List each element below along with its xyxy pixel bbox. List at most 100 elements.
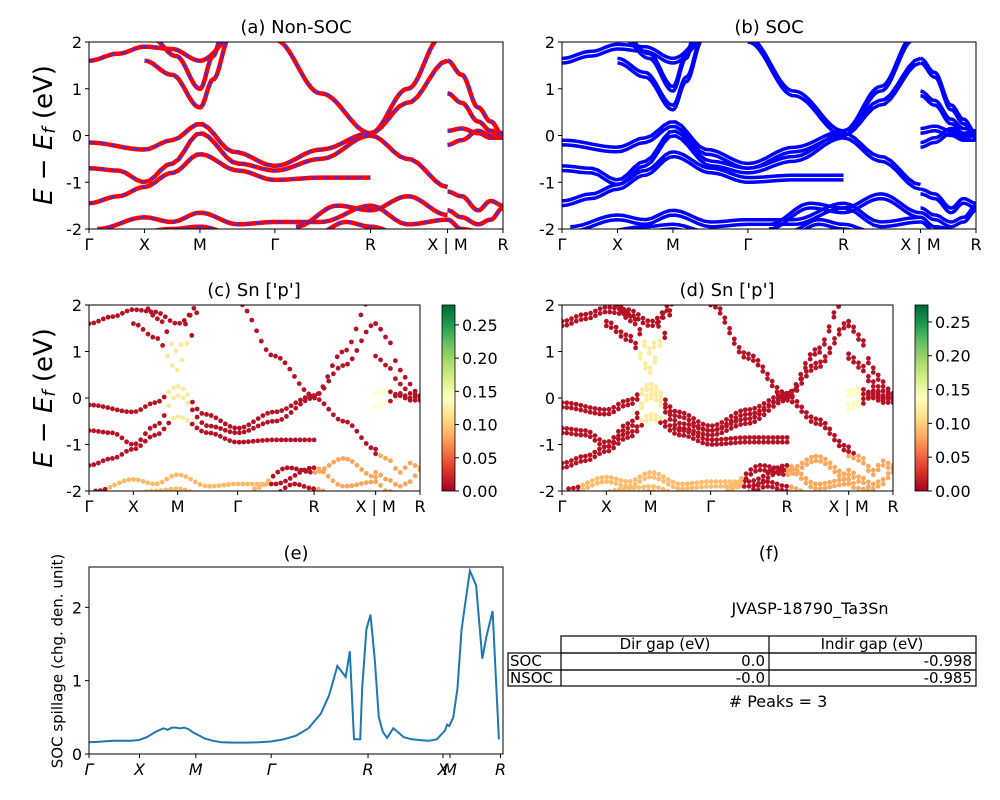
band-point — [808, 363, 814, 369]
band-line-soc — [576, 206, 921, 229]
band-point — [578, 317, 584, 322]
band-point — [590, 478, 595, 483]
band-point — [832, 469, 838, 475]
band-point — [105, 314, 111, 320]
band-point — [417, 393, 420, 399]
band-point — [606, 448, 612, 454]
band-point — [729, 482, 735, 488]
band-point — [822, 341, 827, 347]
band-point — [162, 314, 168, 320]
band-point — [393, 466, 398, 471]
band-point — [633, 345, 638, 351]
band-point — [651, 344, 657, 350]
band-point — [708, 479, 714, 485]
band-point — [155, 316, 160, 322]
band-point — [836, 473, 842, 479]
band-point — [803, 476, 809, 481]
band-point — [320, 488, 326, 491]
band-point — [784, 390, 789, 396]
band-point — [645, 323, 651, 328]
xtick-label: R — [365, 235, 376, 254]
band-point — [856, 453, 861, 459]
band-point — [780, 439, 785, 445]
band-point — [734, 480, 740, 485]
band-point — [653, 384, 659, 389]
cell-soc-dir: 0.0 — [741, 652, 765, 670]
band-point — [633, 340, 638, 346]
band-point — [793, 382, 799, 387]
band-point — [569, 426, 574, 432]
band-point — [583, 311, 589, 317]
xtick-label: Γ — [267, 760, 277, 779]
band-point — [601, 444, 607, 450]
band-point — [169, 473, 175, 479]
band-point — [161, 394, 167, 400]
band-point — [91, 462, 97, 468]
xtick-label: R — [887, 497, 898, 516]
band-point — [397, 367, 403, 373]
band-point — [184, 340, 190, 346]
band-point — [602, 309, 608, 315]
band-point — [618, 308, 624, 314]
band-point — [788, 388, 794, 394]
band-point — [742, 407, 748, 413]
band-point — [657, 338, 663, 344]
band-point — [776, 471, 782, 477]
band-point — [755, 358, 761, 363]
band-point — [124, 409, 129, 414]
band-point — [349, 356, 355, 362]
band-point — [708, 305, 713, 308]
band-point — [612, 488, 617, 491]
band-point — [232, 430, 238, 436]
band-point — [216, 483, 222, 489]
band-point — [373, 391, 378, 396]
band-point — [851, 359, 856, 365]
xtick-label: R — [362, 760, 373, 779]
band-point — [700, 431, 706, 437]
band-point — [757, 411, 762, 417]
ytick-label: 1 — [545, 343, 555, 362]
ytick-label: 1 — [72, 343, 82, 362]
band-point — [650, 318, 655, 324]
colorbar-tick-label: 0.25 — [462, 316, 498, 335]
band-point — [766, 408, 772, 413]
cell-soc-indir: -0.998 — [924, 652, 972, 670]
band-point — [292, 473, 298, 478]
band-point — [630, 396, 635, 402]
band-point — [836, 305, 841, 309]
band-point — [254, 328, 259, 334]
band-point — [799, 460, 805, 466]
band-point — [663, 397, 668, 403]
band-point — [632, 316, 638, 322]
band-point — [765, 479, 771, 485]
band-point — [562, 404, 565, 410]
band-point — [573, 318, 579, 324]
band-point — [232, 439, 237, 445]
band-point — [667, 408, 673, 414]
band-point — [587, 409, 593, 415]
band-point — [150, 334, 156, 340]
band-point — [751, 435, 757, 440]
band-point — [402, 465, 408, 470]
band-point — [284, 414, 289, 419]
band-point — [250, 438, 256, 444]
band-point — [660, 487, 666, 491]
band-point — [297, 437, 303, 443]
band-point — [100, 404, 106, 409]
band-point — [583, 316, 589, 322]
band-point — [642, 471, 647, 477]
band-point — [301, 484, 307, 489]
panel-c: (c) Sn ['p'] -2 -1 0 1 2 Γ X M Γ R X | M R 0.00 0.05 0… — [66, 280, 498, 516]
band-point — [667, 312, 673, 318]
band-point — [244, 308, 250, 314]
band-point — [634, 410, 640, 416]
band-point — [592, 433, 598, 438]
band-point — [793, 386, 799, 392]
band-point — [178, 472, 184, 478]
band-point — [232, 425, 238, 431]
band-point — [311, 465, 317, 471]
band-point — [657, 343, 663, 349]
band-point — [645, 318, 651, 324]
band-point — [240, 305, 245, 308]
band-point — [818, 454, 824, 460]
